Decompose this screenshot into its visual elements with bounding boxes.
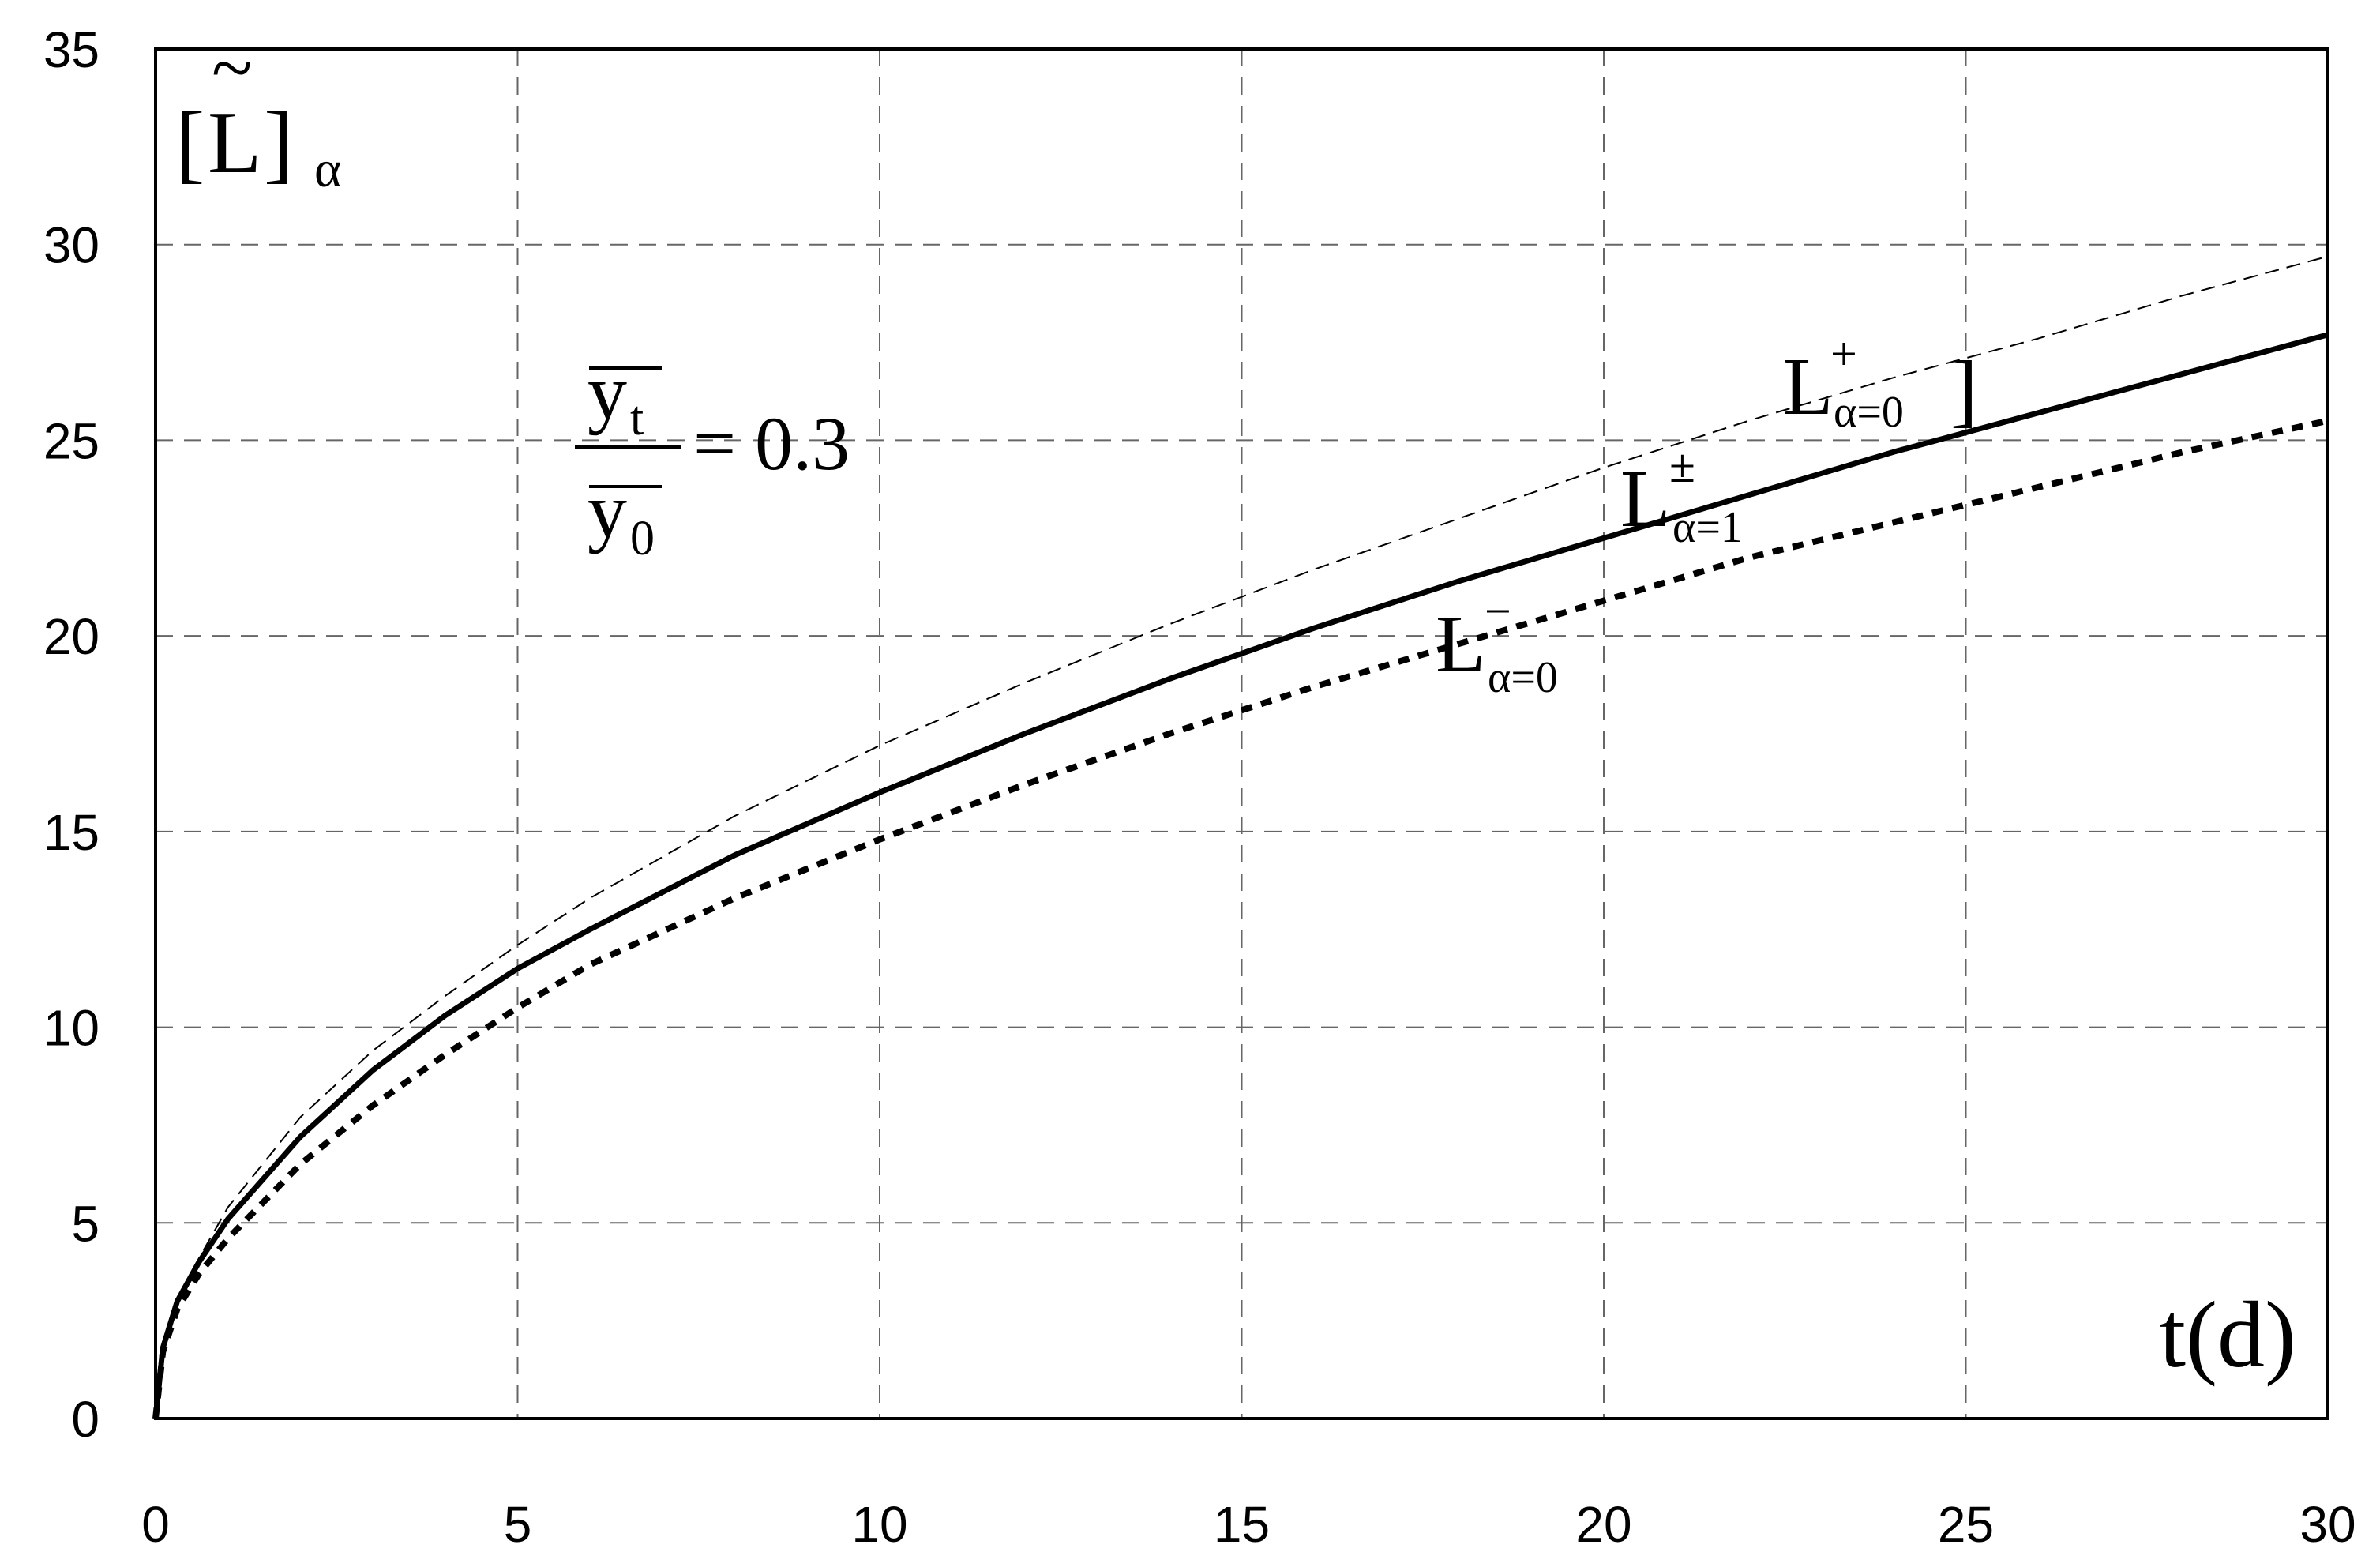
y-tick-label: 35 — [43, 21, 99, 78]
grid — [156, 49, 2328, 1419]
series-label-upper-sub: α=0 — [1834, 388, 1904, 437]
y-label-tilde: ~ — [212, 25, 253, 110]
ratio-num-sub: t — [630, 392, 644, 445]
series-label-middle-base: L — [1620, 453, 1671, 544]
series-line-middle — [152, 332, 2329, 1419]
y-tick-label: 10 — [43, 1000, 99, 1057]
ratio-annotation: y t y 0 = 0.3 — [575, 348, 850, 566]
series-label-middle-sup: ± — [1669, 440, 1695, 492]
y-label-close: ] — [264, 94, 293, 192]
series-label-upper-base: L — [1783, 341, 1834, 432]
y-label-letter: L — [208, 94, 261, 192]
series-label-upper-sup: + — [1830, 328, 1857, 380]
series-label-lower-sup: − — [1485, 585, 1511, 637]
x-tick-labels: 0 5 10 15 20 25 30 — [141, 1496, 2356, 1553]
ratio-den-sub: 0 — [630, 512, 655, 566]
y-label-sub: α — [314, 141, 342, 198]
y-axis-label: [ L ~ ] α — [175, 25, 342, 198]
x-tick-label: 20 — [1575, 1496, 1631, 1553]
series-line-upper — [155, 255, 2329, 1419]
series-label-upper: L + α=0 ] — [1783, 328, 1978, 437]
series-lines — [152, 255, 2329, 1419]
x-axis-label: t(d) — [2160, 1282, 2296, 1387]
y-tick-label: 0 — [71, 1391, 99, 1448]
series-label-upper-bracket: ] — [1950, 344, 1978, 435]
y-tick-label: 25 — [43, 412, 99, 469]
ratio-rhs: = 0.3 — [693, 401, 850, 486]
series-label-middle: L ± α=1 — [1620, 440, 1743, 552]
series-label-lower-sub: α=0 — [1488, 653, 1558, 702]
series-line-lower — [152, 417, 2329, 1419]
y-tick-label: 30 — [43, 217, 99, 274]
plot-frame — [154, 47, 2329, 1420]
series-label-lower-base: L — [1436, 599, 1486, 690]
y-tick-label: 5 — [71, 1195, 99, 1252]
x-tick-label: 10 — [851, 1496, 907, 1553]
y-tick-label: 20 — [43, 608, 99, 665]
ratio-num: y — [587, 348, 627, 436]
series-label-lower: L − α=0 — [1436, 585, 1558, 702]
series-label-middle-sub: α=1 — [1672, 503, 1743, 552]
y-tick-label: 15 — [43, 804, 99, 861]
x-tick-label: 30 — [2299, 1496, 2356, 1553]
x-tick-label: 5 — [504, 1496, 532, 1553]
x-tick-label: 15 — [1214, 1496, 1270, 1553]
ratio-den: y — [587, 467, 627, 554]
x-tick-label: 0 — [141, 1496, 170, 1553]
x-tick-label: 25 — [1938, 1496, 1994, 1553]
y-label-open: [ — [175, 94, 205, 192]
y-tick-labels: 0 5 10 15 20 25 30 35 — [43, 21, 99, 1448]
